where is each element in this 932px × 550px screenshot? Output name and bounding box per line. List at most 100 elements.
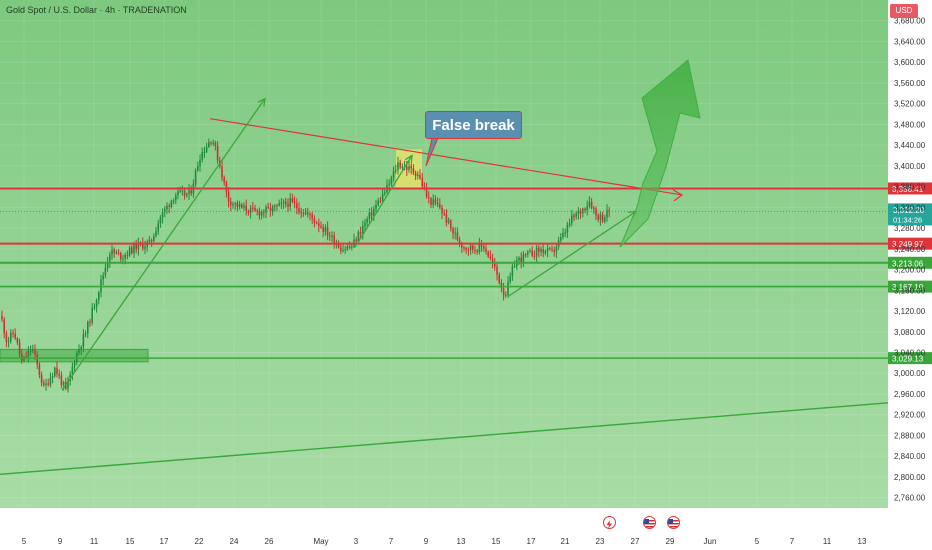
candle-up (71, 366, 74, 375)
candle-up (62, 382, 65, 385)
candle-up (304, 212, 307, 214)
candle-up (175, 195, 177, 201)
candle-down (414, 172, 417, 176)
candle-down (412, 168, 415, 173)
candle-up (181, 190, 184, 192)
candle-down (183, 190, 186, 196)
x-tick-label: 17 (527, 537, 536, 546)
x-tick-label: 7 (389, 537, 394, 546)
candle-up (568, 223, 571, 226)
candle-up (529, 250, 531, 252)
candle-down (285, 201, 287, 205)
candle-up (344, 249, 346, 251)
candle-up (390, 177, 393, 184)
candle-up (166, 205, 168, 210)
candle-down (300, 212, 302, 214)
candle-up (555, 246, 558, 252)
candle-up (401, 167, 404, 169)
candle-up (560, 237, 562, 241)
price-axis-panel (888, 0, 932, 550)
candle-up (153, 236, 155, 242)
candle-down (597, 215, 599, 220)
candle-down (480, 243, 483, 247)
us-flag-icon[interactable] (643, 516, 656, 529)
price-level-tag (888, 256, 932, 269)
arrowhead (404, 154, 413, 164)
candle-down (318, 223, 320, 227)
candle-up (447, 220, 450, 223)
candle-up (203, 151, 206, 153)
candle-down (267, 206, 269, 208)
candle-down (14, 333, 16, 339)
candle-down (463, 247, 465, 249)
candle-down (423, 186, 426, 189)
candle-down (326, 227, 329, 236)
y-tick-label: 3,400.00 (894, 162, 926, 171)
candle-up (238, 204, 241, 207)
candle-up (469, 245, 472, 250)
candle-up (208, 142, 210, 148)
candle-up (172, 200, 175, 202)
candle-down (150, 239, 153, 242)
candle-down (487, 251, 489, 257)
candle-up (148, 239, 151, 243)
candle-up (377, 200, 379, 206)
candle-down (58, 373, 60, 376)
candle-up (124, 254, 126, 259)
currency-button[interactable]: USD (890, 4, 918, 18)
candle-down (494, 262, 496, 267)
price-level-label: 3,029.13 (892, 355, 924, 364)
candle-down (322, 227, 324, 232)
candle-up (375, 205, 377, 209)
candle-down (399, 162, 401, 168)
candle-up (535, 247, 538, 257)
candle-up (571, 215, 573, 224)
y-tick-label: 3,680.00 (894, 17, 926, 26)
candle-down (461, 243, 463, 248)
y-tick-label: 2,800.00 (894, 473, 926, 482)
candle-up (29, 350, 32, 352)
x-tick-label: 9 (424, 537, 429, 546)
price-level-tag (888, 237, 932, 250)
candle-up (122, 258, 124, 260)
candle-up (342, 250, 344, 252)
candle-down (223, 177, 225, 182)
candle-down (498, 274, 500, 284)
lightning-icon[interactable] (603, 516, 616, 529)
candle-down (60, 375, 63, 385)
candle-up (100, 279, 102, 293)
candle-up (384, 192, 386, 194)
candle-up (45, 383, 47, 385)
resistance-trendline (209, 118, 683, 196)
candle-down (276, 205, 278, 207)
candle-down (500, 283, 503, 289)
candle-up (381, 193, 384, 201)
y-tick-label: 3,480.00 (894, 120, 926, 129)
us-flag-icon[interactable] (667, 516, 680, 529)
trend-line (0, 402, 889, 476)
candle-up (604, 217, 606, 222)
candle-down (313, 218, 316, 223)
x-tick-label: 15 (492, 537, 501, 546)
candle-down (43, 382, 45, 385)
price-level-label: 3,356.41 (892, 185, 924, 194)
y-tick-label: 2,880.00 (894, 431, 926, 440)
candle-up (212, 142, 214, 144)
candle-down (496, 266, 498, 275)
x-tick-label: 5 (22, 537, 27, 546)
time-axis-panel (0, 508, 888, 550)
candle-up (51, 376, 54, 378)
candle-up (511, 266, 514, 276)
candle-up (544, 251, 547, 254)
candle-down (131, 247, 133, 254)
candle-up (199, 159, 201, 167)
candle-up (280, 202, 283, 204)
arrowhead (672, 189, 684, 202)
candle-down (225, 181, 228, 192)
y-tick-label: 3,360.00 (894, 183, 926, 192)
candle-down (410, 166, 412, 169)
candle-down (430, 198, 432, 205)
x-tick-label: 15 (126, 537, 135, 546)
plot-background (0, 0, 888, 508)
